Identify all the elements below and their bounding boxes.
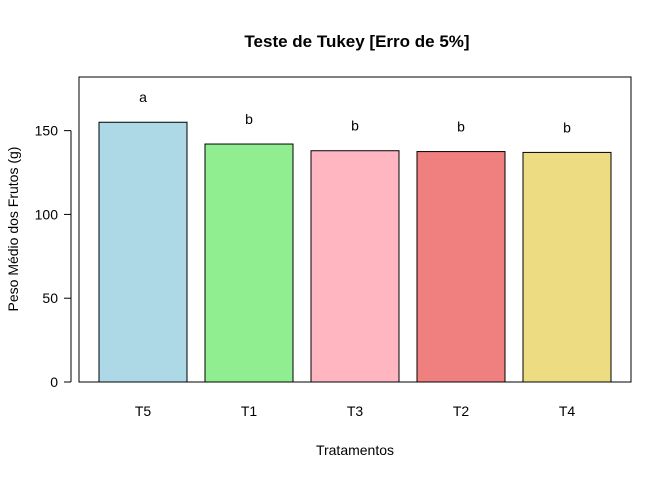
group-letter-t3: b	[351, 118, 359, 134]
y-axis: 0 50 100 150	[35, 123, 72, 390]
bars-group	[98, 121, 612, 383]
x-tick-labels: T5 T1 T3 T2 T4	[135, 403, 576, 419]
x-tick-label-t4: T4	[559, 403, 576, 419]
bar-t1	[204, 143, 294, 383]
y-tick-label-50: 50	[42, 290, 58, 306]
group-letter-t2: b	[457, 119, 465, 135]
x-axis-label: Tratamentos	[316, 442, 394, 458]
group-letter-t5: a	[139, 89, 147, 105]
y-axis-label: Peso Médio dos Frutos (g)	[5, 147, 21, 312]
group-letter-t1: b	[245, 111, 253, 127]
y-tick-label-0: 0	[50, 374, 58, 390]
y-tick-label-150: 150	[35, 123, 59, 139]
y-tick-label-100: 100	[35, 206, 59, 222]
group-letters: a b b b b	[139, 89, 571, 135]
x-tick-label-t3: T3	[347, 403, 364, 419]
x-tick-label-t1: T1	[241, 403, 258, 419]
group-letter-t4: b	[563, 119, 571, 135]
bar-t4	[522, 151, 612, 383]
x-tick-label-t5: T5	[135, 403, 152, 419]
bar-t5	[98, 121, 188, 383]
bar-t3	[310, 150, 400, 383]
chart-title: Teste de Tukey [Erro de 5%]	[244, 32, 469, 51]
bar-t2	[416, 151, 506, 383]
x-tick-label-t2: T2	[453, 403, 470, 419]
